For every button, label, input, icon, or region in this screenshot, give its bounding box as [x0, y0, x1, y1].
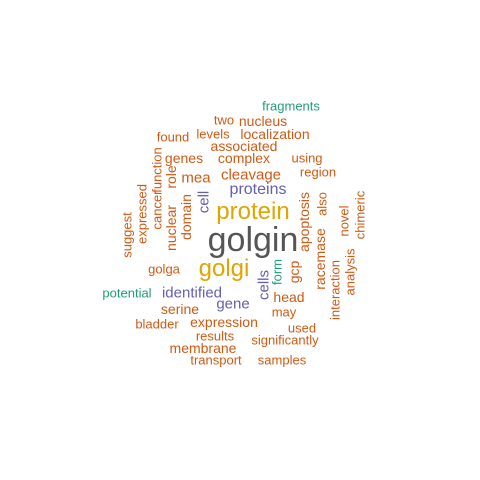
word-found: found — [156, 129, 190, 145]
word-used: used — [287, 320, 317, 336]
word-golga: golga — [148, 261, 180, 277]
word-racemase: racemase — [312, 228, 328, 290]
word-also: also — [314, 192, 330, 216]
word-fragments: fragments — [262, 98, 320, 114]
word-golgi: golgi — [198, 255, 250, 282]
word-may: may — [271, 304, 297, 320]
word-proteins: proteins — [229, 181, 287, 198]
word-localization: localization — [240, 126, 310, 142]
word-protein: protein — [216, 198, 290, 225]
word-chimeric: chimeric — [352, 190, 368, 240]
word-region: region — [299, 164, 337, 180]
word-identified: identified — [161, 284, 223, 302]
word-gcp: gcp — [286, 260, 302, 284]
word-genes: genes — [164, 150, 204, 166]
word-mea: mea — [181, 169, 211, 187]
word-suggest: suggest — [119, 212, 135, 258]
word-two: two — [213, 112, 235, 128]
word-using: using — [291, 150, 323, 166]
word-apoptosis: apoptosis — [296, 192, 312, 252]
word-significantly: significantly — [251, 332, 319, 348]
word-interaction: interaction — [327, 260, 343, 320]
word-cancer: cancer — [149, 190, 165, 230]
word-head: head — [273, 289, 305, 305]
word-role: role — [163, 165, 179, 189]
word-samples: samples — [257, 352, 307, 368]
word-results: results — [195, 328, 235, 344]
word-serine: serine — [160, 301, 200, 317]
word-cleavage: cleavage — [220, 166, 282, 184]
word-expressed: expressed — [134, 184, 150, 244]
word-nuclear: nuclear — [163, 205, 179, 251]
word-complex: complex — [217, 150, 271, 166]
word-gene: gene — [216, 295, 250, 313]
word-associated: associated — [210, 138, 278, 154]
word-domain: domain — [178, 194, 194, 240]
word-nucleus: nucleus — [238, 113, 288, 129]
word-form: form — [269, 259, 285, 285]
word-transport: transport — [190, 352, 242, 368]
word-novel: novel — [336, 205, 352, 237]
word-analysis: analysis — [342, 248, 358, 296]
word-levels: levels — [196, 126, 230, 142]
word-membrane: membrane — [169, 340, 237, 356]
word-golgin: golgin — [207, 221, 299, 259]
word-expression: expression — [190, 314, 258, 330]
word-potential: potential — [102, 285, 152, 301]
word-bladder: bladder — [135, 316, 179, 332]
word-function: function — [149, 147, 165, 193]
word-cell: cell — [195, 190, 213, 214]
